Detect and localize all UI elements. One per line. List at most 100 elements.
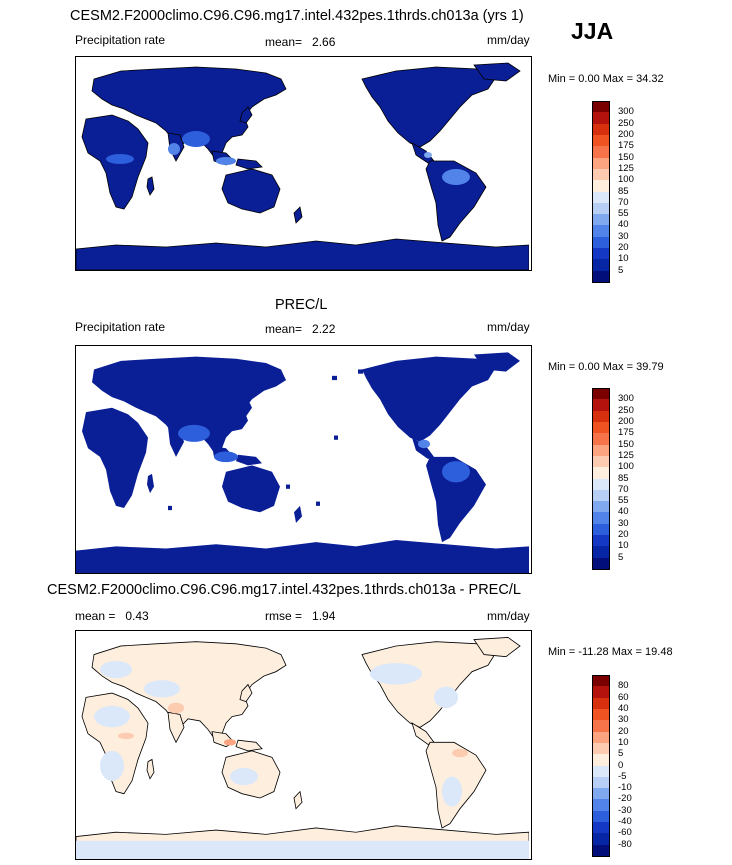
obs-island-cell — [358, 369, 363, 374]
colorbar-swatch — [592, 410, 610, 423]
colorbar-swatch — [592, 444, 610, 457]
obs-island-cell — [332, 375, 337, 381]
model-wet-patch — [216, 157, 236, 165]
colorbar-label: 20 — [618, 725, 629, 737]
panel-obs-mean-label: mean= — [265, 322, 303, 336]
diff-antarctica-cool — [76, 840, 529, 859]
colorbar-label: 5 — [618, 264, 624, 276]
colorbar-label: 20 — [618, 242, 629, 254]
panel-diff-mean: mean = 0.43 — [75, 609, 149, 623]
colorbar-swatch — [592, 686, 610, 699]
colorbar-label: 30 — [618, 714, 629, 726]
colorbar-label: 150 — [618, 151, 634, 163]
colorbar-label: 175 — [618, 140, 634, 152]
panel-model-mean: mean= 2.66 — [265, 35, 335, 49]
colorbar-swatch — [592, 512, 610, 525]
colorbar-swatch — [592, 501, 610, 513]
colorbar-label: 85 — [618, 185, 629, 197]
panel-model-min-label: Min = — [548, 73, 576, 85]
obs-island-cell — [316, 501, 320, 506]
diff-positive-patch — [118, 732, 134, 740]
colorbar-swatch — [592, 822, 610, 834]
diff-negative-patch — [434, 686, 458, 709]
colorbar-label: -40 — [618, 816, 632, 828]
colorbar-swatch — [592, 421, 610, 434]
panel-model-mean-value: 2.66 — [312, 35, 336, 49]
colorbar-label: -30 — [618, 804, 632, 816]
diff-negative-patch — [100, 660, 132, 679]
panel-obs-min-label: Min = — [548, 361, 576, 373]
panel-model-max-value: 34.32 — [636, 73, 664, 85]
colorbar-swatch — [592, 799, 610, 812]
colorbar-swatch — [592, 236, 610, 249]
panel-diff-mean-label: mean = — [75, 609, 116, 623]
colorbar-label: 125 — [618, 449, 634, 461]
colorbar-label: 100 — [618, 174, 634, 186]
colorbar-swatch — [592, 112, 610, 125]
panel-diff-max-label: Max = — [611, 646, 642, 658]
obs-wet-patch — [214, 451, 238, 463]
colorbar-swatch — [592, 557, 610, 570]
colorbar-label: 125 — [618, 162, 634, 174]
panel-obs-map — [75, 345, 532, 574]
colorbar-label: 200 — [618, 415, 634, 427]
diff-negative-patch — [442, 776, 462, 807]
diff-positive-patch — [224, 739, 236, 746]
colorbar-swatch — [592, 697, 610, 710]
colorbar-swatch — [592, 101, 610, 113]
colorbar-label: 40 — [618, 506, 629, 518]
colorbar-swatch — [592, 157, 610, 170]
colorbar-swatch — [592, 168, 610, 181]
colorbar-label: 250 — [618, 117, 634, 129]
panel-model-mean-label: mean= — [265, 35, 303, 49]
panel-obs-min-value: 0.00 — [578, 361, 600, 373]
panel-diff-rmse: rmse = 1.94 — [265, 609, 335, 623]
colorbar-label: 30 — [618, 517, 629, 529]
panel-obs-map-svg — [76, 352, 529, 573]
panel-obs-mean: mean= 2.22 — [265, 322, 335, 336]
colorbar-label: -60 — [618, 827, 632, 839]
colorbar-label: -20 — [618, 793, 632, 805]
colorbar-swatch — [592, 720, 610, 733]
panel-obs-minmax: Min = 0.00 Max = 39.79 — [548, 361, 664, 373]
panel-model-units: mm/day — [487, 33, 530, 47]
colorbar-swatch — [592, 708, 610, 721]
panel-diff-title: CESM2.F2000climo.C96.C96.mg17.intel.432p… — [47, 582, 521, 598]
diff-negative-patch — [370, 663, 422, 685]
colorbar-swatch — [592, 134, 610, 147]
colorbar-label: 40 — [618, 219, 629, 231]
colorbar-swatch — [592, 180, 610, 192]
colorbar-swatch — [592, 478, 610, 491]
colorbar-label: 300 — [618, 106, 634, 118]
colorbar-label: 20 — [618, 529, 629, 541]
panel-obs-max-value: 39.79 — [636, 361, 664, 373]
colorbar-swatch — [592, 731, 610, 744]
diff-negative-patch — [100, 750, 124, 781]
obs-wet-patch — [178, 424, 210, 442]
colorbar-swatch — [592, 523, 610, 536]
colorbar-swatch — [592, 399, 610, 412]
panel-model-minmax: Min = 0.00 Max = 34.32 — [548, 73, 664, 85]
colorbar-label: 55 — [618, 495, 629, 507]
colorbar-label: 70 — [618, 483, 629, 495]
colorbar-swatch — [592, 546, 610, 559]
colorbar-swatch — [592, 675, 610, 687]
panel-diff-max-value: 19.48 — [645, 646, 673, 658]
model-wet-patch — [442, 169, 470, 185]
model-wet-patch — [168, 143, 180, 155]
colorbar-label: 70 — [618, 196, 629, 208]
colorbar-swatch — [592, 146, 610, 159]
colorbar-swatch — [592, 776, 610, 789]
panel-model-min-value: 0.00 — [578, 73, 600, 85]
obs-wet-patch — [418, 439, 430, 449]
colorbar-swatch — [592, 259, 610, 272]
diff-negative-patch — [230, 768, 258, 786]
colorbar-swatch — [592, 754, 610, 766]
colorbar-label: -5 — [618, 770, 627, 782]
colorbar-label: -10 — [618, 782, 632, 794]
obs-island-cell — [286, 484, 290, 489]
colorbar-swatch — [592, 270, 610, 283]
panel-model-max-label: Max = — [602, 73, 634, 85]
diff-positive-patch — [452, 748, 468, 758]
colorbar-label: -80 — [618, 838, 632, 850]
